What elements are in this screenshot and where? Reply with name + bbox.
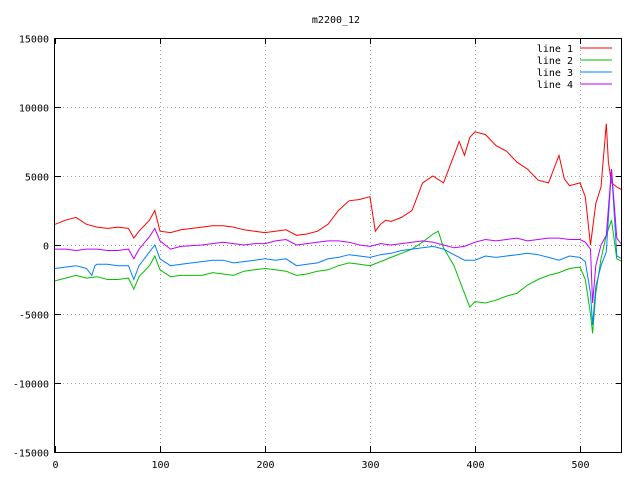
x-tick-label: 300 <box>361 460 379 471</box>
y-tick-label: 0 <box>43 242 49 253</box>
grid <box>55 38 622 452</box>
y-tick-label: -5000 <box>19 311 49 322</box>
series-line-3 <box>54 169 623 326</box>
x-tick-label: 400 <box>466 460 484 471</box>
x-tick-label: 100 <box>151 460 169 471</box>
legend-label-1: line 1 <box>537 44 573 55</box>
chart-title: m2200_12 <box>312 15 360 26</box>
y-tick-label: -15000 <box>13 449 49 460</box>
y-tick-label: -10000 <box>13 380 49 391</box>
y-tick-label: 10000 <box>19 104 49 115</box>
legend-label-4: line 4 <box>537 80 573 91</box>
y-tick-label: 15000 <box>19 35 49 46</box>
x-tick-label: 0 <box>52 460 58 471</box>
legend-label-3: line 3 <box>537 68 573 79</box>
x-tick-label: 500 <box>571 460 589 471</box>
series-group <box>54 123 623 334</box>
series-line-2 <box>54 220 623 334</box>
series-line-1 <box>54 123 623 246</box>
y-tick-label: 5000 <box>25 173 49 184</box>
series-line-4 <box>55 169 623 304</box>
plot-frame <box>54 38 622 453</box>
legend-label-2: line 2 <box>537 56 573 67</box>
x-tick-label: 200 <box>256 460 274 471</box>
tick-labels: 0 100 200 300 400 500 -15000 -10000 -5000 0 5000 10… <box>13 35 590 472</box>
